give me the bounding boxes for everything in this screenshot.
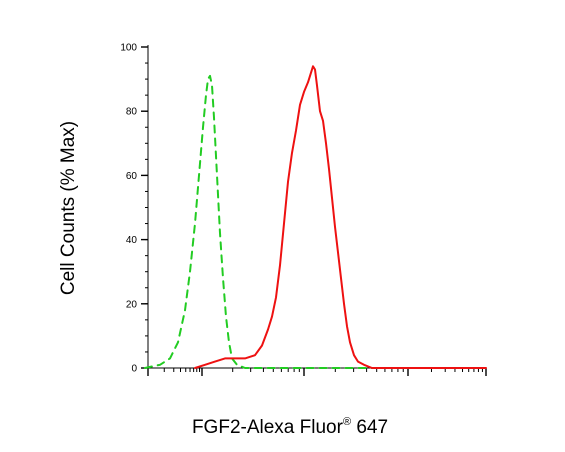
y-tick-label: 80 xyxy=(126,107,138,118)
x-axis xyxy=(147,367,487,376)
series-line-1 xyxy=(144,74,487,369)
y-tick-label: 0 xyxy=(131,364,137,375)
y-axis-title: Cell Counts (% Max) xyxy=(58,121,79,295)
series-line-2 xyxy=(194,65,487,369)
y-tick-label: 60 xyxy=(126,171,138,182)
x-axis-title-tail: 647 xyxy=(351,417,388,438)
y-tick-label: 40 xyxy=(126,235,138,246)
y-tick-label: 20 xyxy=(126,299,138,310)
x-axis-title-main: FGF2-Alexa Fluor xyxy=(192,417,344,438)
series-layer xyxy=(144,65,487,369)
x-axis-title: FGF2-Alexa Fluor® 647 xyxy=(192,416,388,438)
y-tick-label: 100 xyxy=(120,43,137,54)
x-axis-title-sup: ® xyxy=(343,416,351,428)
y-axis: 0 20 40 60 80 100 xyxy=(120,43,149,375)
